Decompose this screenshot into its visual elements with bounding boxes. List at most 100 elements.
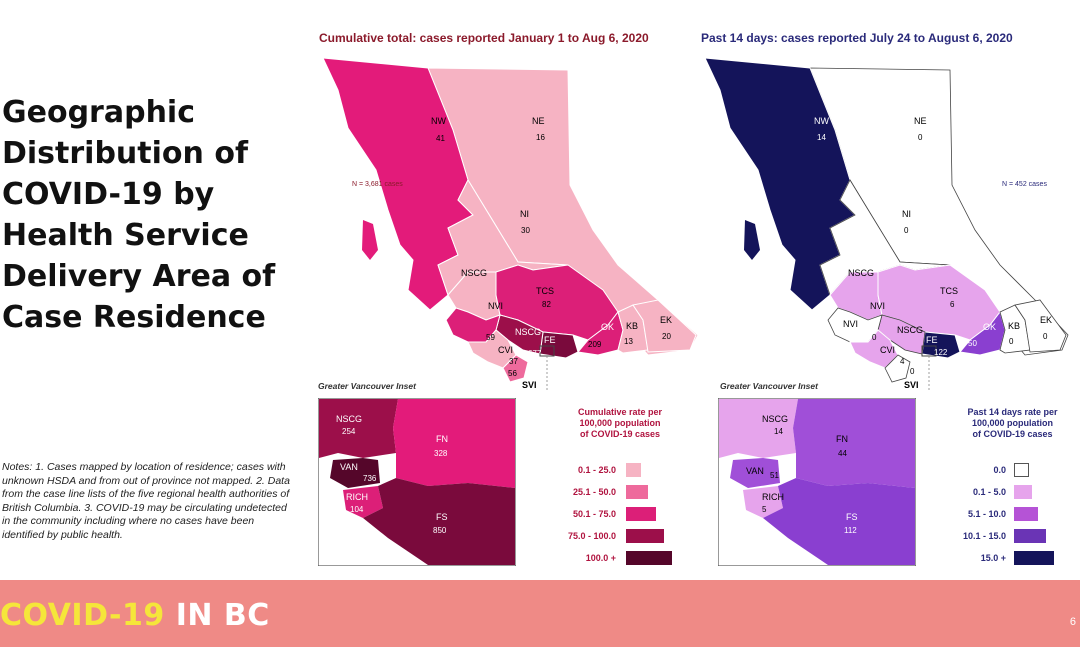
region-label-ne: NE <box>914 116 927 126</box>
legend-swatch <box>626 507 656 521</box>
legend-swatch <box>626 551 672 565</box>
inset-label-fs: FS <box>846 512 858 522</box>
region-value-ne: 16 <box>536 133 545 142</box>
inset-value-van: 51 <box>770 471 779 480</box>
legend-label: 100.0 + <box>585 553 616 563</box>
inset-value-rich: 5 <box>762 505 767 514</box>
region-value-svi: 56 <box>508 369 517 378</box>
region-value-ne: 0 <box>918 133 923 142</box>
region-value-svi: 0 <box>910 367 915 376</box>
legend-swatch <box>626 463 641 477</box>
region-label-nscg-south: NSCG <box>515 327 541 337</box>
region-label-ne: NE <box>532 116 545 126</box>
recent-inset-title: Greater Vancouver Inset <box>720 381 818 391</box>
region-label-cvi: CVI <box>498 345 513 355</box>
inset-label-van: VAN <box>340 462 358 472</box>
region-label-tcs: TCS <box>536 286 554 296</box>
inset-region-nscg <box>319 399 398 458</box>
legend-label: 0.0 <box>993 465 1006 475</box>
region-label-ek: EK <box>1040 315 1052 325</box>
inset-region-van <box>730 458 780 488</box>
region-label-nvi: NVI <box>488 301 503 311</box>
region-label-nw: NW <box>814 116 829 126</box>
inset-value-fn: 44 <box>838 449 847 458</box>
region-value-ni: 0 <box>904 226 909 235</box>
cumulative-inset-title: Greater Vancouver Inset <box>318 381 416 391</box>
inset-value-fs: 850 <box>433 526 447 535</box>
inset-value-fn: 328 <box>434 449 448 458</box>
inset-region-fs <box>763 478 915 565</box>
inset-region-van <box>330 458 380 488</box>
region-value-cvi: 4 <box>900 357 905 366</box>
inset-region-nscg <box>719 399 798 458</box>
cumulative-vancouver-inset: NSCG 254 FN 328 VAN 736 RICH 104 FS 850 <box>318 398 516 566</box>
region-value-nvi: 59 <box>486 333 495 342</box>
recent-legend: Past 14 days rate per 100,000 population… <box>950 407 1075 577</box>
region-label-nw: NW <box>431 116 446 126</box>
title-line: Distribution of <box>2 136 248 171</box>
legend-label: 10.1 - 15.0 <box>962 531 1006 541</box>
region-label-nscg-south: NSCG <box>897 325 923 335</box>
region-label-svi: SVI <box>904 380 919 390</box>
cumulative-map-title: Cumulative total: cases reported January… <box>319 31 649 45</box>
recent-vancouver-inset: NSCG 14 FN 44 VAN 51 RICH 5 FS 112 <box>718 398 916 566</box>
region-value-ok: 50 <box>968 339 977 348</box>
legend-title: Cumulative rate per 100,000 population o… <box>577 407 663 439</box>
region-label-cvi: CVI <box>880 345 895 355</box>
region-label-ek: EK <box>660 315 672 325</box>
region-label-tcs: TCS <box>940 286 958 296</box>
inset-label-van: VAN <box>746 466 764 476</box>
page-number: 6 <box>1069 616 1076 628</box>
region-value-tcs: 82 <box>542 300 551 309</box>
legend-label: 15.0 + <box>980 553 1006 563</box>
title-line: Delivery Area of <box>2 259 276 294</box>
cumulative-bc-map: NW 41 NE 16 NI 30 NSCG TCS 82 NVI 59 NSC… <box>322 57 698 390</box>
inset-region-fn <box>793 399 915 488</box>
recent-n-cases: N = 452 cases <box>1002 181 1047 188</box>
region-value-ok: 209 <box>588 340 602 349</box>
inset-label-rich: RICH <box>346 492 368 502</box>
inset-label-fs: FS <box>436 512 448 522</box>
inset-label-nscg: NSCG <box>336 414 362 424</box>
region-value-tcs: 6 <box>950 300 955 309</box>
recent-map-title: Past 14 days: cases reported July 24 to … <box>701 31 1013 45</box>
region-label-ok: OK <box>601 322 614 332</box>
slide-title: Geographic Distribution of COVID-19 by H… <box>2 92 302 338</box>
brand-covid: COVID-19 <box>0 598 165 633</box>
region-label-nvi-west: NVI <box>843 319 858 329</box>
region-value-ni: 30 <box>521 226 530 235</box>
region-label-nvi: NVI <box>870 301 885 311</box>
inset-label-rich: RICH <box>762 492 784 502</box>
region-label-svi: SVI <box>522 380 537 390</box>
inset-label-nscg: NSCG <box>762 414 788 424</box>
recent-bc-map: NW 14 NE 0 NI 0 NSCG TCS 6 NVI NVI 0 NSC… <box>704 57 1069 390</box>
legend-swatch <box>1014 507 1038 521</box>
footer-bar: COVID-19 IN BC 6 <box>0 580 1080 647</box>
inset-value-rich: 104 <box>350 505 364 514</box>
legend-label: 5.1 - 10.0 <box>967 509 1006 519</box>
inset-value-fs: 112 <box>844 526 857 535</box>
cumulative-legend: Cumulative rate per 100,000 population o… <box>560 407 680 577</box>
region-label-fe: FE <box>926 335 938 345</box>
region-label-ni: NI <box>902 209 911 219</box>
legend-label: 50.1 - 75.0 <box>572 509 616 519</box>
inset-region-fs <box>363 478 515 565</box>
region-value-ek: 20 <box>662 332 671 341</box>
region-value-nw: 14 <box>817 133 826 142</box>
inset-label-fn: FN <box>436 434 448 444</box>
inset-label-fn: FN <box>836 434 848 444</box>
inset-value-nscg: 254 <box>342 427 356 436</box>
legend-label: 0.1 - 5.0 <box>972 487 1006 497</box>
legend-title: Past 14 days rate per 100,000 population… <box>967 407 1058 439</box>
title-line: Health Service <box>2 218 249 253</box>
legend-swatch <box>626 485 648 499</box>
legend-swatch <box>1014 463 1029 477</box>
title-line: Geographic <box>2 95 195 130</box>
region-label-kb: KB <box>626 321 638 331</box>
region-value-nvi: 0 <box>872 333 877 342</box>
region-value-kb: 0 <box>1009 337 1014 346</box>
legend-swatch <box>1014 529 1046 543</box>
region-svi <box>884 354 911 383</box>
legend-swatch <box>1014 485 1032 499</box>
title-line: COVID-19 by <box>2 177 215 212</box>
